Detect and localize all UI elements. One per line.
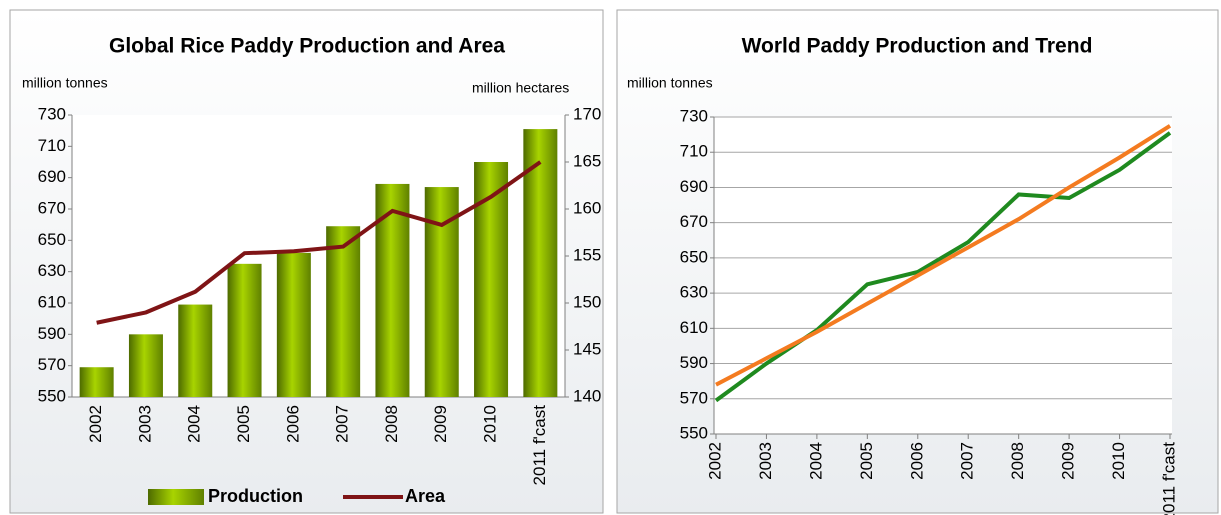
y2-tick-label: 155 xyxy=(573,245,601,264)
y2-tick-label: 150 xyxy=(573,292,601,311)
y2-tick-label: 145 xyxy=(573,339,601,358)
y-tick-label: 650 xyxy=(38,230,66,249)
y-tick-label: 610 xyxy=(38,292,66,311)
y2-tick-label: 165 xyxy=(573,151,601,170)
x-tick-label: 2011 f'cast xyxy=(530,405,549,486)
bar xyxy=(79,367,114,397)
y2-tick-label: 140 xyxy=(573,386,601,405)
x-tick-label: 2009 xyxy=(431,405,450,443)
y-tick-label: 570 xyxy=(680,388,708,407)
x-tick-label: 2003 xyxy=(135,405,154,443)
y-axis-label: million tonnes xyxy=(22,75,108,91)
chart-title: World Paddy Production and Trend xyxy=(742,35,1093,58)
y-tick-label: 730 xyxy=(38,104,66,123)
x-tick-label: 2007 xyxy=(333,405,352,443)
y-tick-label: 550 xyxy=(680,423,708,442)
x-tick-label: 2008 xyxy=(1008,442,1027,480)
y-tick-label: 570 xyxy=(38,355,66,374)
x-tick-label: 2010 xyxy=(1109,442,1128,480)
x-tick-label: 2004 xyxy=(185,405,204,443)
x-tick-label: 2002 xyxy=(86,405,105,443)
y-tick-label: 690 xyxy=(680,177,708,196)
bar xyxy=(326,226,361,397)
chart-title: Global Rice Paddy Production and Area xyxy=(109,35,505,58)
y-tick-label: 690 xyxy=(38,167,66,186)
y-tick-label: 550 xyxy=(38,386,66,405)
bar xyxy=(227,263,262,397)
legend-label: Production xyxy=(208,486,303,506)
y-tick-label: 710 xyxy=(38,136,66,155)
legend-swatch xyxy=(148,489,204,505)
x-tick-label: 2005 xyxy=(234,405,253,443)
y-tick-label: 650 xyxy=(680,247,708,266)
x-tick-label: 2010 xyxy=(481,405,500,443)
bar xyxy=(276,252,311,397)
y-axis-label: million tonnes xyxy=(627,75,713,91)
legend-label: Area xyxy=(405,486,446,506)
y-tick-label: 590 xyxy=(680,353,708,372)
x-tick-label: 2007 xyxy=(958,442,977,480)
x-tick-label: 2002 xyxy=(705,442,724,480)
x-tick-label: 2003 xyxy=(756,442,775,480)
x-tick-label: 2005 xyxy=(857,442,876,480)
x-tick-label: 2011 f'cast xyxy=(1159,442,1178,515)
bar xyxy=(178,304,213,397)
y2-tick-label: 170 xyxy=(573,104,601,123)
bar xyxy=(128,334,163,397)
x-tick-label: 2006 xyxy=(907,442,926,480)
y-tick-label: 590 xyxy=(38,324,66,343)
line-series xyxy=(96,160,542,325)
y-tick-label: 670 xyxy=(38,198,66,217)
x-tick-label: 2009 xyxy=(1059,442,1078,480)
x-tick-label: 2004 xyxy=(806,442,825,480)
y-tick-label: 670 xyxy=(680,212,708,231)
bar xyxy=(523,129,558,397)
y2-tick-label: 160 xyxy=(573,198,601,217)
y-tick-label: 630 xyxy=(680,283,708,302)
line-series xyxy=(715,124,1172,387)
plot-area xyxy=(714,117,1172,434)
x-tick-label: 2008 xyxy=(382,405,401,443)
y-tick-label: 710 xyxy=(680,142,708,161)
x-tick-label: 2006 xyxy=(283,405,302,443)
y-tick-label: 730 xyxy=(680,106,708,125)
y-tick-label: 610 xyxy=(680,318,708,337)
y-tick-label: 630 xyxy=(38,261,66,280)
y2-axis-label: million hectares xyxy=(472,80,569,96)
